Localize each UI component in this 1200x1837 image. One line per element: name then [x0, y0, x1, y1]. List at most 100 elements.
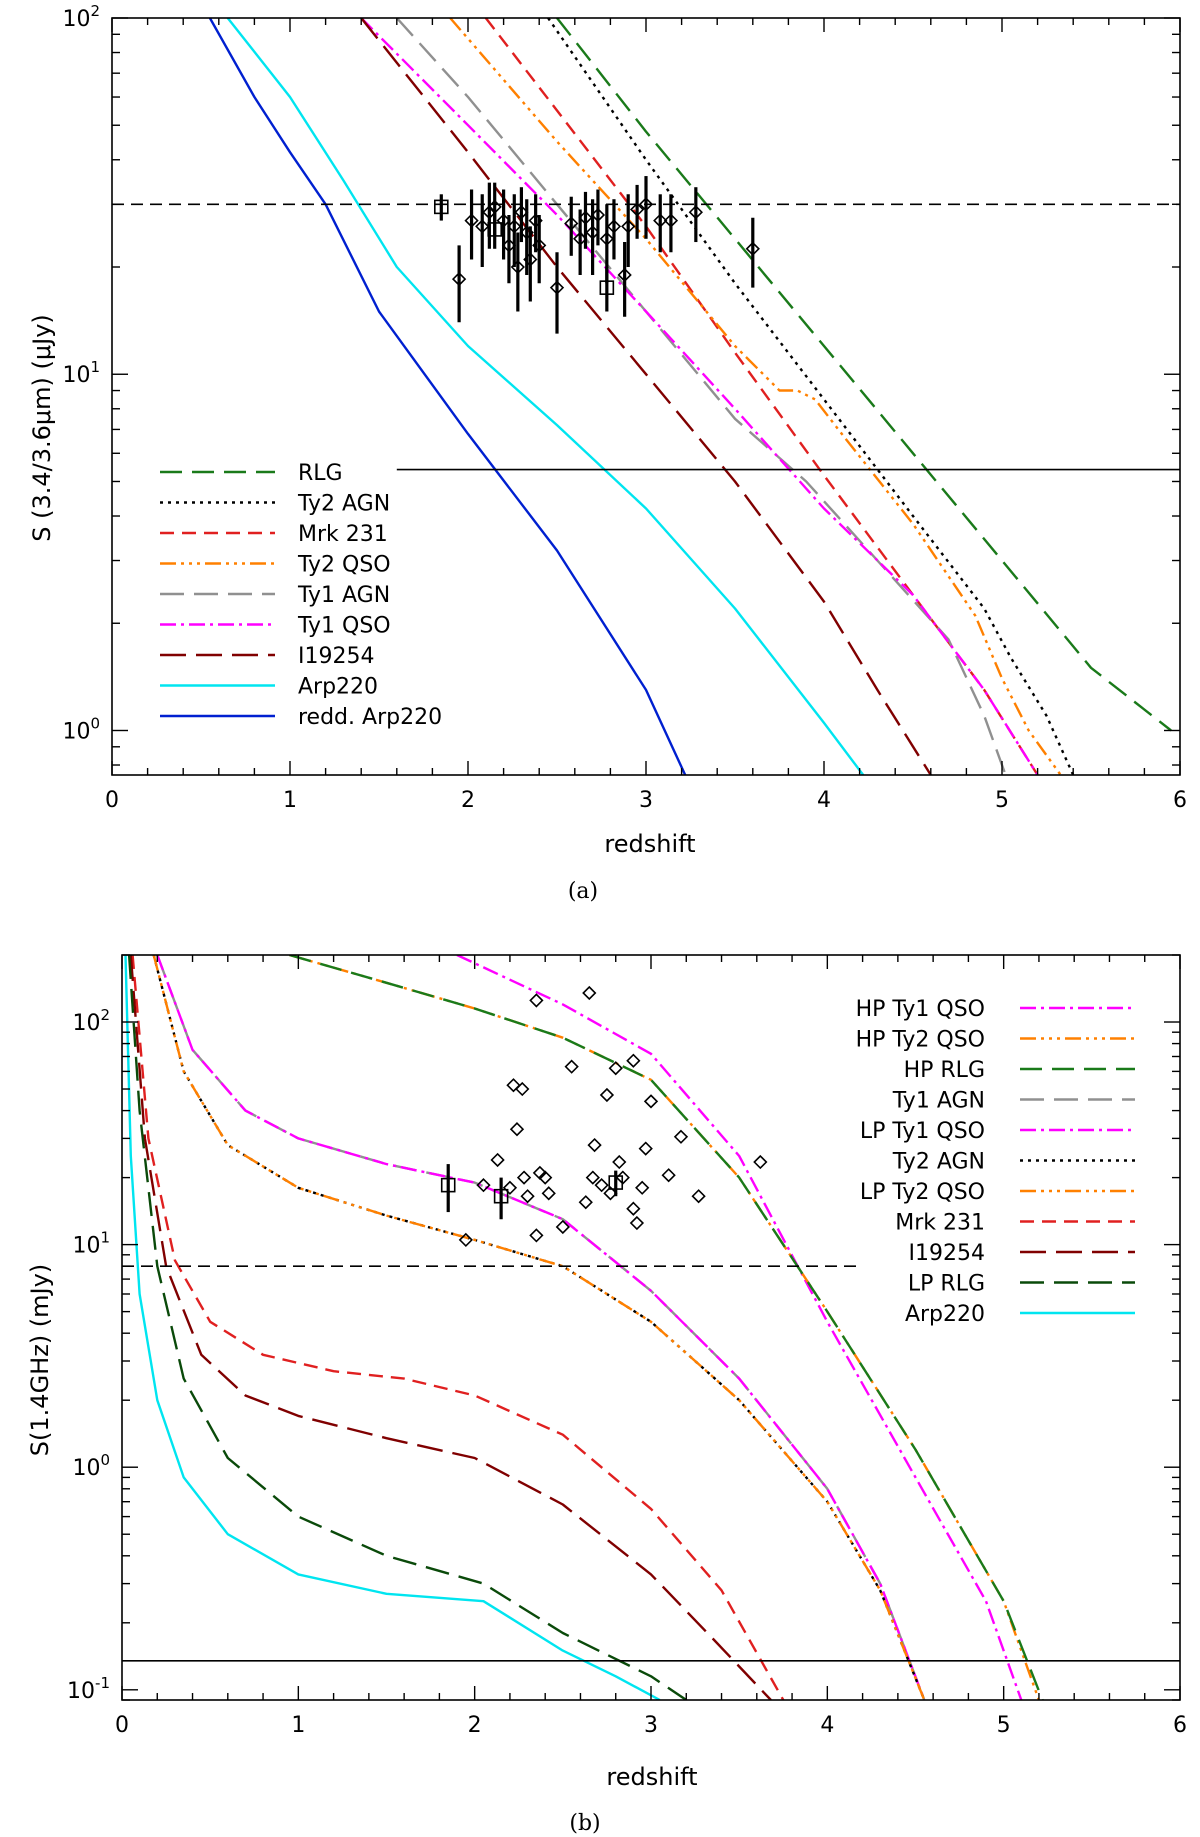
- panel-b-diamond-marker: [691, 1189, 706, 1204]
- panel-a-diamond-point: [532, 214, 547, 284]
- panel-a-diamond-marker: [599, 231, 614, 246]
- panel-a-axes: 0 1 2 3 4 5 6 100 101 102: [62, 2, 1187, 813]
- panel-b-diamond-marker: [608, 1061, 623, 1076]
- panel-b-diamond-marker: [515, 1081, 530, 1097]
- panel-b-square-point: [493, 1177, 509, 1220]
- panel-b-diamond-marker: [638, 1141, 653, 1156]
- panel-a-series-mrk-231: [484, 18, 1039, 775]
- panel-a-series-ty2-agn: [547, 18, 1075, 775]
- panel-a-diamond-point: [507, 194, 522, 268]
- panel-b-diamond-point: [520, 1189, 535, 1204]
- panel-b-y-tick-label: 102: [72, 1006, 110, 1036]
- panel-a-legend-item-i19254: I19254: [160, 644, 374, 669]
- panel-a-legend-label: Mrk 231: [298, 522, 388, 547]
- panel-b-diamond-marker: [629, 1215, 645, 1231]
- panel-b-legend-item-lp-rlg: LP RLG: [908, 1272, 1135, 1297]
- panel-b-diamond-marker: [643, 1094, 659, 1109]
- panel-a-diamond-marker: [523, 252, 538, 267]
- panel-a-x-tick-label: 0: [105, 788, 119, 813]
- panel-a-diamond-marker: [745, 241, 760, 256]
- panel-a-legend-item-ty2-agn: Ty2 AGN: [160, 492, 390, 517]
- panel-a-diamond-point: [510, 232, 525, 312]
- panel-b-diamond-marker: [578, 1195, 593, 1210]
- panel-b-legend-item-lp-ty1-qso: LP Ty1 QSO: [860, 1119, 1135, 1144]
- panel-a-legend-label: Ty1 AGN: [297, 583, 390, 608]
- panel-b-diamond-marker: [564, 1059, 579, 1074]
- panel-a-diamond-marker: [629, 202, 645, 217]
- panel-b-diamond-marker: [753, 1154, 768, 1170]
- panel-a-diamond-point: [451, 245, 467, 323]
- panel-a-caption: (a): [568, 879, 598, 904]
- panel-b-diamond-point: [541, 1186, 556, 1201]
- panel-b-legend-label: Mrk 231: [895, 1211, 985, 1236]
- panel-a-square-marker: [487, 222, 503, 237]
- panel-b-diamond-marker: [476, 1178, 491, 1193]
- panel-b-diamond-point: [538, 1170, 553, 1185]
- panel-b-legend-label: Ty1 AGN: [892, 1089, 985, 1114]
- panel-a-diamond-point: [523, 226, 538, 302]
- panel-b-series-mrk-231: [131, 955, 785, 1700]
- panel-a-diamond-marker: [507, 219, 522, 234]
- panel-b-x-tick-label: 5: [997, 1713, 1011, 1738]
- panel-a-diamond-marker: [464, 213, 479, 228]
- panel-b-diamond-point: [476, 1178, 491, 1193]
- panel-b-diamond-marker: [585, 1170, 600, 1185]
- panel-b-legend-label: HP Ty2 QSO: [856, 1028, 985, 1053]
- panel-a-legend-item-redd-arp220: redd. Arp220: [160, 705, 442, 730]
- panel-b-legend-label: Arp220: [905, 1302, 985, 1327]
- panel-b-y-tick-label: 100: [72, 1451, 110, 1481]
- panel-b-legend-label: LP Ty2 QSO: [860, 1180, 985, 1205]
- panel-b-diamond-point: [635, 1180, 650, 1195]
- panel-b-x-tick-label: 4: [820, 1713, 834, 1738]
- panel-a-diamond-marker: [621, 219, 636, 234]
- panel-a-diamond-point: [745, 217, 760, 288]
- panel-b-axes: 0 1 2 3 4 5 6 10-1 100 101 102: [67, 954, 1187, 1738]
- panel-b-legend-item-i19254: I19254: [909, 1241, 1135, 1266]
- panel-b-diamond-marker: [458, 1232, 473, 1248]
- panel-a-series-rlg: [556, 18, 1172, 732]
- panel-b-diamond-marker: [490, 1152, 505, 1168]
- panel-b-x-tick-label: 6: [1173, 1713, 1187, 1738]
- panel-b-diamond-point: [626, 1053, 641, 1068]
- panel-b-diamond-marker: [626, 1201, 641, 1216]
- panel-a-x-tick-label: 2: [461, 788, 475, 813]
- panel-b-x-tick-label: 2: [468, 1713, 482, 1738]
- panel-b-diamond-point: [599, 1087, 615, 1103]
- panel-a-square-point: [487, 212, 503, 249]
- panel-b-series-hp-rlg: [289, 955, 1044, 1700]
- panel-b-diamond-point: [612, 1154, 627, 1170]
- panel-b-diamond-point: [673, 1129, 689, 1144]
- panel-b-diamond-marker: [541, 1186, 556, 1201]
- panel-a-square-point: [433, 194, 449, 221]
- panel-a-series: [208, 18, 1172, 775]
- panel-a-diamond-marker: [564, 216, 579, 231]
- panel-b-legend-label: LP Ty1 QSO: [860, 1119, 985, 1144]
- panel-b-diamond-point: [638, 1141, 653, 1156]
- panel-b-square-point: [440, 1164, 456, 1213]
- panel-a-series-ty1-agn: [395, 18, 1007, 775]
- panel-b-diamond-marker: [594, 1178, 609, 1193]
- panel-b-diamond-point: [585, 1170, 600, 1185]
- panel-a-diamond-marker: [578, 210, 593, 225]
- panel-b-series-lp-ty1-qso: [156, 955, 926, 1700]
- panel-b-diamond-marker: [509, 1122, 525, 1137]
- panel-b-y-tick-label: 101: [72, 1229, 110, 1259]
- panel-b-diamond-point: [608, 1061, 623, 1076]
- panel-b-legend-item-hp-rlg: HP RLG: [904, 1058, 1135, 1083]
- panel-b-x-tick-label: 3: [644, 1713, 658, 1738]
- panel-b-data-points: [440, 985, 768, 1248]
- panel-b-series: [124, 955, 1044, 1700]
- panel-a-y-tick-label: 100: [62, 714, 100, 744]
- panel-b-diamond-point: [564, 1059, 579, 1074]
- panel-a-x-tick-label: 6: [1173, 788, 1187, 813]
- panel-a-legend-item-ty1-qso: Ty1 QSO: [160, 614, 391, 639]
- panel-a-diamond-point: [688, 187, 703, 243]
- panel-b-square-point: [608, 1170, 624, 1197]
- panel-b-diamond-point: [629, 1215, 645, 1231]
- panel-b-diamond-marker: [529, 993, 544, 1008]
- panel-b-diamond-point: [578, 1195, 593, 1210]
- panel-b-diamond-marker: [626, 1053, 641, 1068]
- panel-b-diamond-marker: [582, 985, 597, 1001]
- panel-b-legend-item-mrk-231: Mrk 231: [895, 1211, 1135, 1236]
